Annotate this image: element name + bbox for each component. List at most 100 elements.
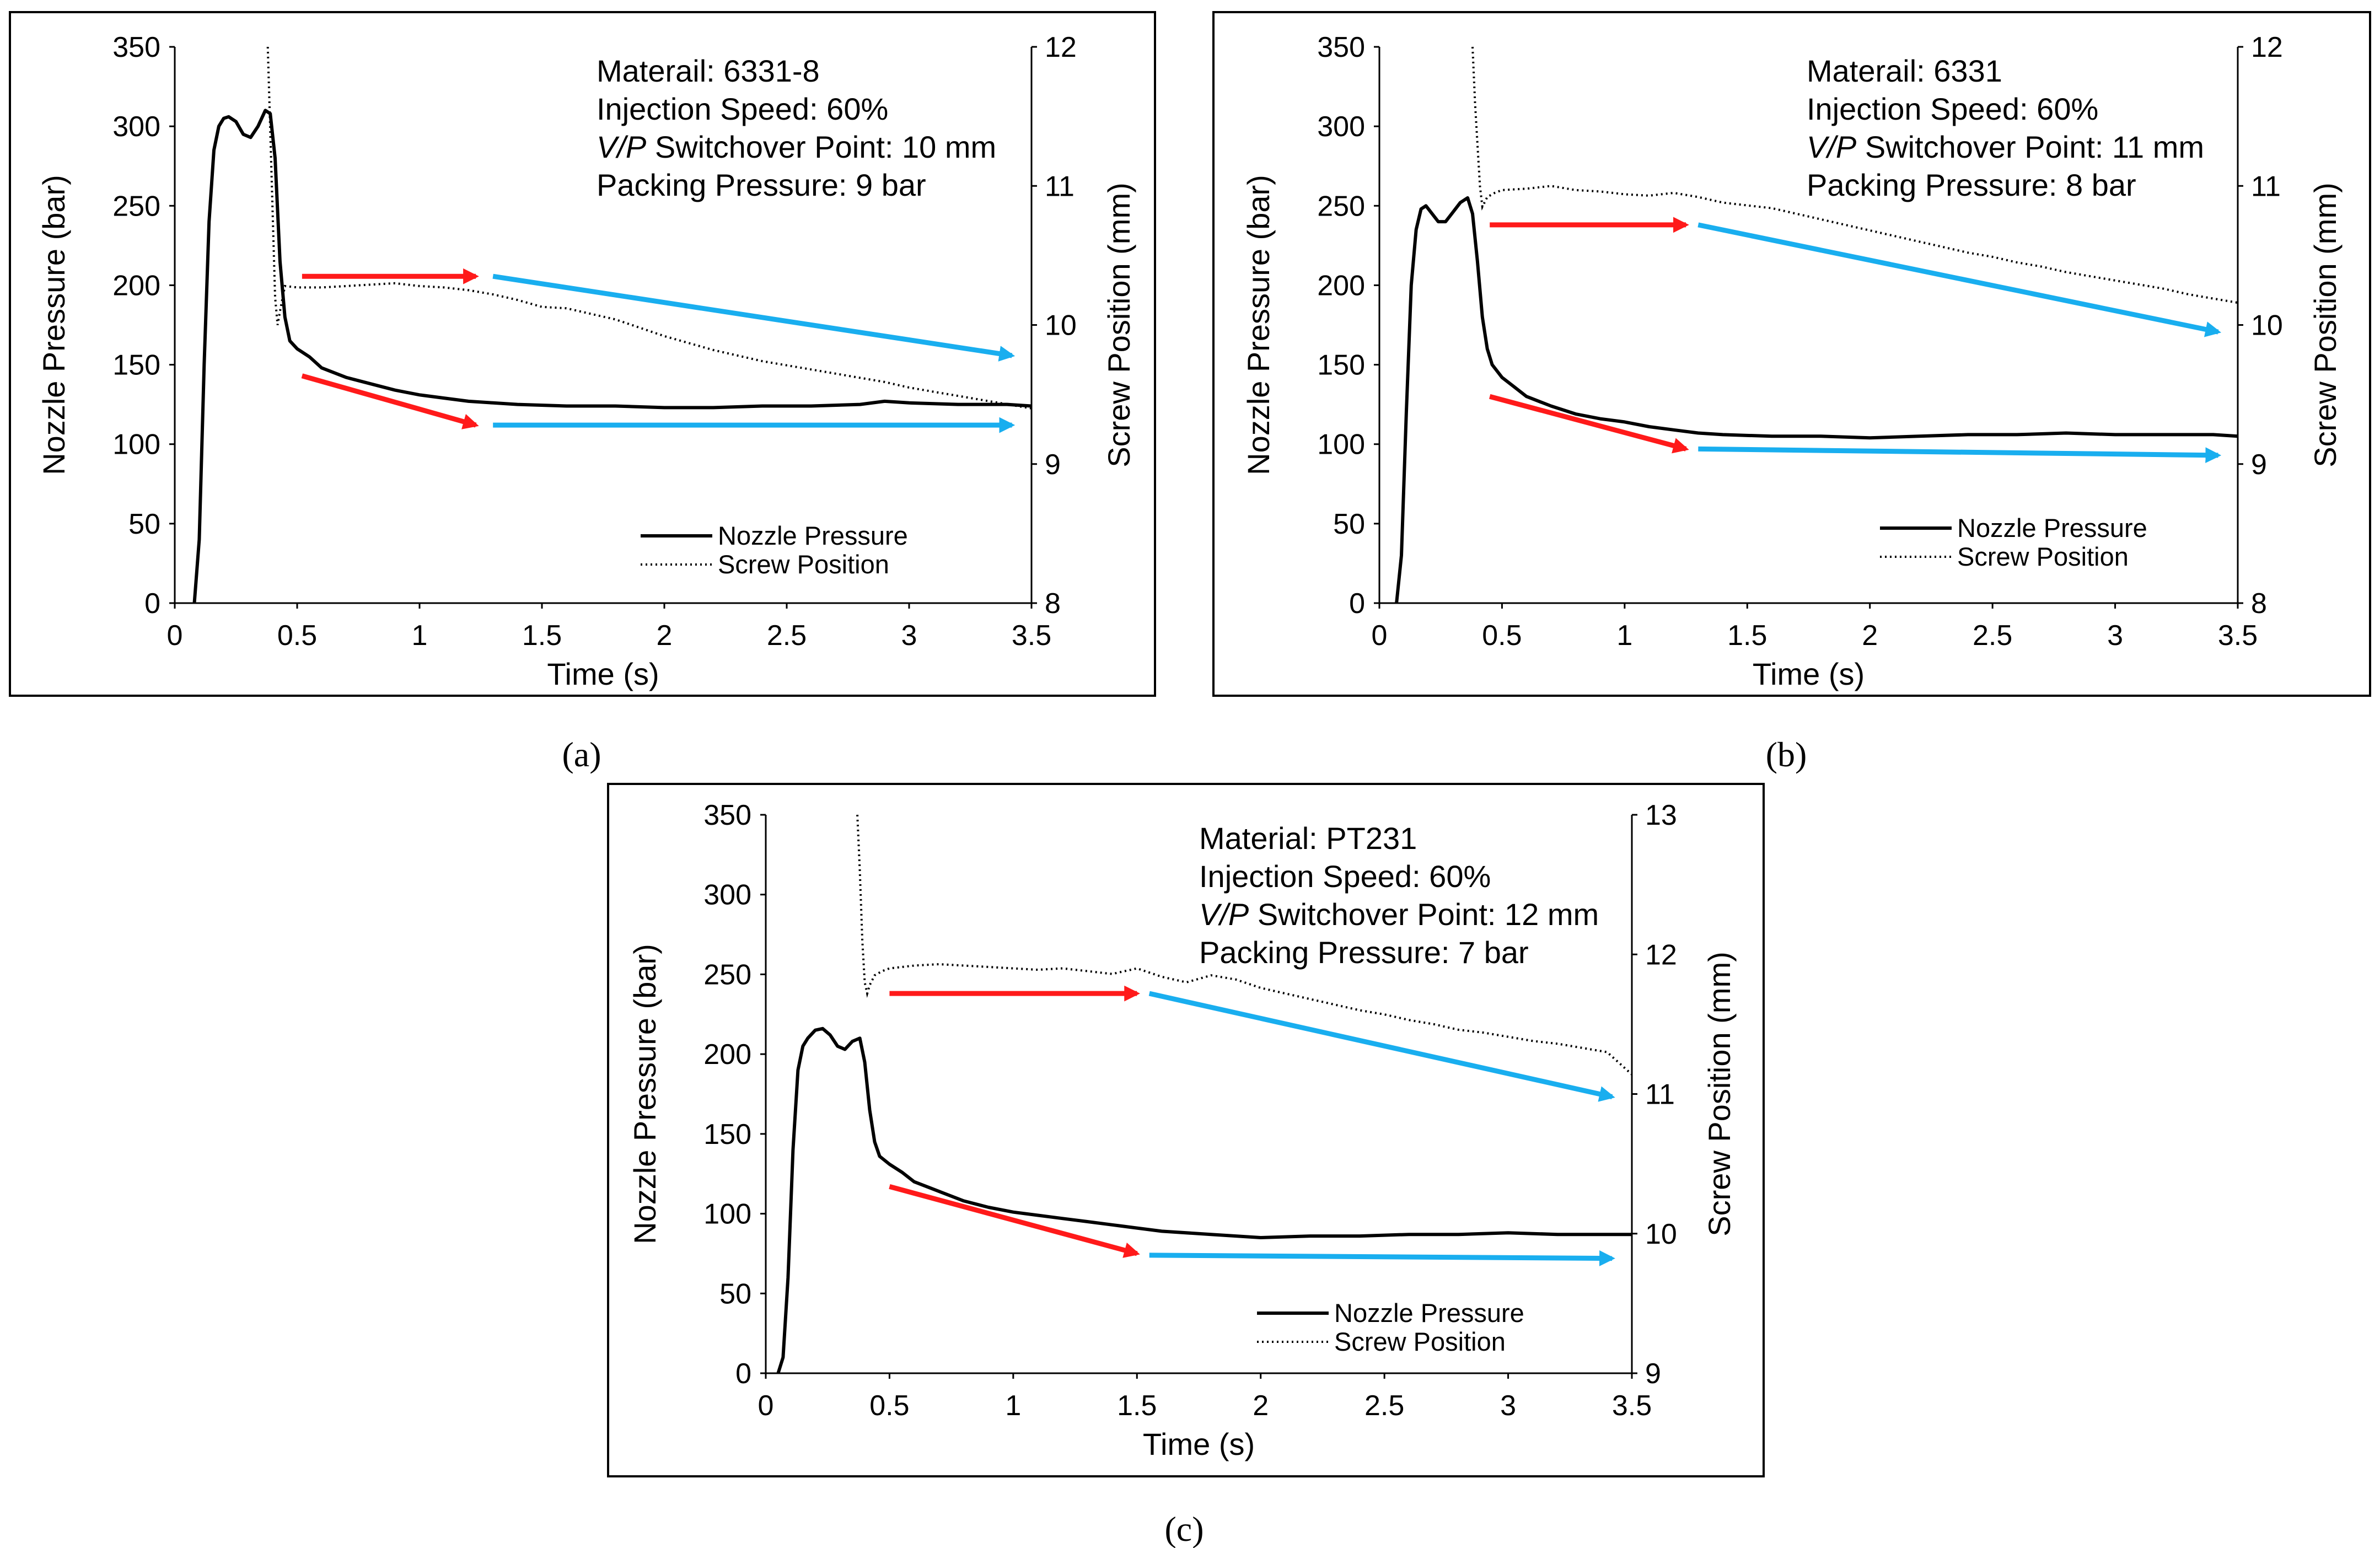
x-tick-label: 3	[901, 620, 917, 652]
y-tick-label: 100	[112, 429, 160, 461]
blue-arrow-2	[492, 273, 1016, 362]
legend-label-screw: Screw Position	[718, 550, 889, 579]
x-tick-label: 3.5	[1012, 620, 1051, 652]
y-tick-label: 350	[112, 31, 160, 63]
y-tick-label: 100	[703, 1198, 751, 1230]
annotation-packing: Packing Pressure: 9 bar	[597, 168, 926, 202]
annotation-material: Material: PT231	[1199, 821, 1417, 856]
x-tick-label: 3	[1500, 1390, 1516, 1422]
y-tick-label: 250	[1317, 190, 1365, 222]
y-axis-label: Nozzle Pressure (bar)	[36, 175, 71, 475]
x-tick-label: 2	[1862, 620, 1878, 652]
y-tick-label: 200	[703, 1039, 751, 1071]
annotation-speed: Injection Speed: 60%	[597, 92, 888, 126]
x-tick-label: 1.5	[1117, 1390, 1157, 1422]
y-tick-label: 0	[735, 1358, 751, 1390]
y-tick-label: 350	[1317, 31, 1365, 63]
x-tick-label: 0.5	[869, 1390, 909, 1422]
y2-tick-label: 10	[1045, 310, 1077, 342]
nozzle-pressure-line	[1395, 196, 2238, 604]
y-tick-label: 0	[144, 588, 160, 620]
y-tick-label: 300	[703, 879, 751, 911]
y-tick-label: 150	[703, 1119, 751, 1151]
x-axis-label: Time (s)	[1753, 657, 1865, 691]
y2-tick-label: 9	[1645, 1358, 1661, 1390]
y-tick-label: 50	[128, 508, 160, 540]
blue-arrow-2	[1697, 222, 2222, 337]
y-axis-label: Nozzle Pressure (bar)	[1241, 175, 1276, 475]
y2-axis-label: Screw Position (mm)	[2308, 182, 2343, 467]
blue-arrow-4	[1698, 446, 2222, 464]
x-tick-label: 0	[1372, 620, 1388, 652]
annotation-switchover-rest: Switchover Point: 11 mm	[1856, 130, 2204, 164]
y2-tick-label: 10	[2251, 310, 2283, 342]
y2-tick-label: 13	[1645, 799, 1677, 831]
annotation-switchover: V/P Switchover Point: 10 mm	[597, 130, 996, 164]
legend-label-screw: Screw Position	[1334, 1327, 1506, 1356]
y2-tick-label: 12	[2251, 31, 2283, 63]
x-tick-label: 1	[1616, 620, 1632, 652]
annotation-switchover-vp: V/P	[1807, 130, 1856, 164]
y-tick-label: 200	[1317, 270, 1365, 302]
x-tick-label: 3.5	[2218, 620, 2258, 652]
y-tick-label: 350	[703, 799, 751, 831]
blue-arrow-2	[1148, 991, 1615, 1102]
panel-caption: (a)	[562, 735, 601, 774]
y2-tick-label: 11	[2251, 170, 2281, 202]
blue-arrow-4	[1149, 1250, 1615, 1266]
y2-tick-label: 12	[1645, 939, 1677, 971]
y-tick-label: 50	[719, 1278, 751, 1310]
annotation-switchover-rest: Switchover Point: 12 mm	[1249, 897, 1599, 932]
x-tick-label: 2.5	[1973, 620, 2012, 652]
y2-tick-label: 10	[1645, 1218, 1677, 1250]
screw-position-line	[1471, 46, 2238, 304]
x-axis-label: Time (s)	[547, 657, 659, 691]
red-arrow-3	[1489, 394, 1689, 454]
y-tick-label: 150	[1317, 350, 1365, 381]
annotation-switchover: V/P Switchover Point: 12 mm	[1199, 897, 1599, 932]
x-tick-label: 1	[1005, 1390, 1021, 1422]
x-tick-label: 1.5	[1727, 620, 1767, 652]
y2-tick-label: 12	[1045, 31, 1077, 63]
annotation-switchover: V/P Switchover Point: 11 mm	[1807, 130, 2204, 164]
y2-axis-label: Screw Position (mm)	[1102, 182, 1136, 467]
x-tick-label: 2	[1253, 1390, 1269, 1422]
y-tick-label: 50	[1333, 508, 1365, 540]
red-arrow-3	[889, 1184, 1140, 1258]
y-tick-label: 250	[112, 190, 160, 222]
x-axis-label: Time (s)	[1143, 1427, 1255, 1461]
legend-label-nozzle: Nozzle Pressure	[718, 521, 908, 550]
annotation-switchover-rest: Switchover Point: 10 mm	[646, 130, 996, 164]
panel-frame	[1212, 11, 2371, 697]
y-tick-label: 150	[112, 350, 160, 381]
y2-tick-label: 8	[2251, 588, 2267, 620]
y2-tick-label: 11	[1045, 170, 1075, 202]
x-tick-label: 2	[657, 620, 673, 652]
x-tick-label: 1.5	[522, 620, 562, 652]
legend-label-screw: Screw Position	[1957, 542, 2129, 571]
annotation-speed: Injection Speed: 60%	[1199, 859, 1491, 894]
y2-axis-label: Screw Position (mm)	[1702, 952, 1737, 1237]
chart-panel-2: 0 0.5 1 1.5 2 2.5 3 3.5 0 50 100 150 200 250 300 350 8 9 1…	[1212, 11, 2371, 774]
nozzle-pressure-line	[776, 1026, 1632, 1374]
x-tick-label: 3	[2107, 620, 2123, 652]
x-tick-label: 0.5	[277, 620, 317, 652]
panel-caption: (c)	[1164, 1509, 1204, 1548]
y2-tick-label: 9	[1045, 449, 1061, 481]
annotation-switchover-vp: V/P	[1199, 897, 1249, 932]
x-tick-label: 3.5	[1612, 1390, 1652, 1422]
y-tick-label: 100	[1317, 429, 1365, 461]
x-tick-label: 2.5	[1364, 1390, 1404, 1422]
panel-frame	[9, 11, 1156, 697]
panel-frame	[607, 783, 1765, 1477]
x-tick-label: 1	[412, 620, 428, 652]
y-axis-label: Nozzle Pressure (bar)	[627, 944, 662, 1244]
annotation-material: Materail: 6331-8	[597, 53, 820, 88]
y-tick-label: 0	[1349, 588, 1365, 620]
panel-caption: (b)	[1766, 735, 1807, 774]
x-tick-label: 0	[167, 620, 183, 652]
nozzle-pressure-line	[192, 109, 1032, 604]
annotation-switchover-vp: V/P	[597, 130, 646, 164]
annotation-material: Materail: 6331	[1807, 53, 2002, 88]
